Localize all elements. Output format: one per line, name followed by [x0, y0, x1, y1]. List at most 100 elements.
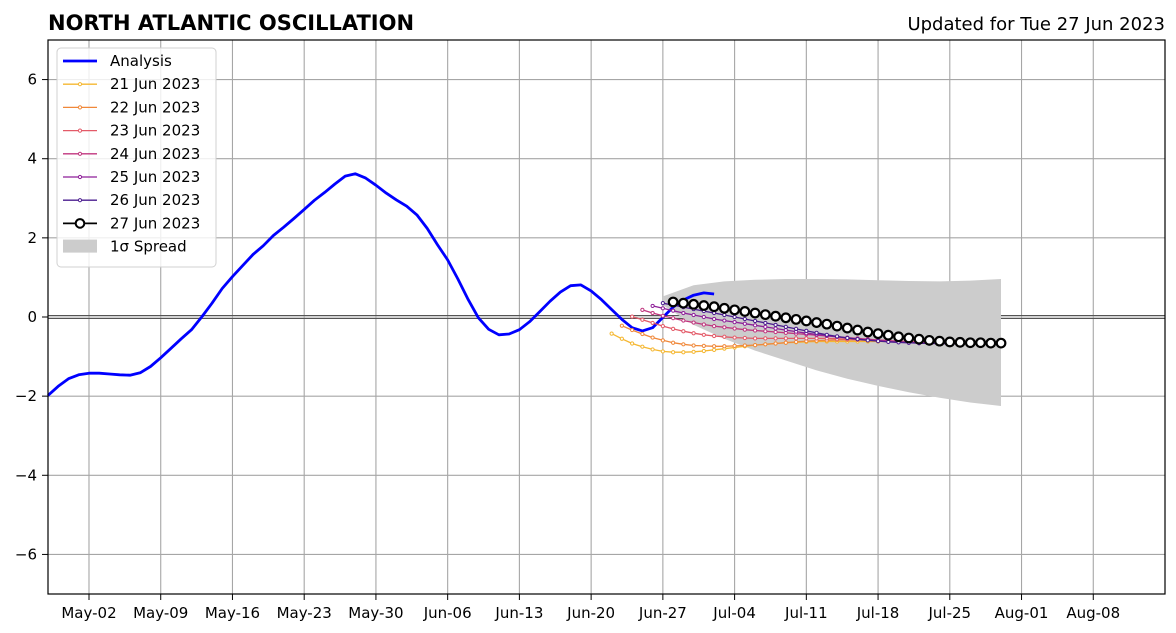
legend-label: 22 Jun 2023: [110, 98, 200, 116]
forecast-point: [640, 307, 645, 312]
forecast-point: [619, 336, 624, 341]
forecast-point: [660, 338, 665, 343]
forecast-point: [742, 335, 747, 341]
forecast-point: [811, 317, 822, 328]
forecast-point: [650, 310, 655, 316]
forecast-point: [722, 312, 727, 318]
legend-marker: [77, 105, 83, 110]
x-tick-label: Jun-20: [566, 604, 615, 622]
y-tick-label: 6: [27, 71, 37, 89]
forecast-point: [671, 340, 676, 345]
forecast-point: [834, 334, 840, 339]
forecast-point: [752, 342, 758, 348]
x-tick-label: Jul-25: [927, 604, 971, 622]
forecast-point: [650, 347, 655, 352]
forecast-point: [681, 342, 686, 347]
forecast-point: [995, 337, 1007, 349]
legend-marker: [77, 198, 83, 203]
forecast-point: [698, 300, 710, 311]
forecast-point: [722, 318, 727, 323]
forecast-point: [773, 326, 778, 331]
forecast-point: [752, 328, 758, 333]
forecast-point: [732, 314, 737, 320]
legend-label: 1σ Spread: [110, 238, 187, 256]
forecast-point: [773, 322, 778, 328]
forecast-point: [821, 318, 833, 330]
forecast-point: [640, 344, 645, 349]
forecast-point: [855, 337, 860, 342]
forecast-point: [759, 309, 771, 321]
forecast-point: [824, 332, 829, 337]
forecast-point: [701, 332, 706, 337]
forecast-point: [681, 318, 686, 323]
forecast-point: [770, 310, 781, 322]
x-tick-label: Jul-04: [712, 604, 756, 622]
legend-label: 27 Jun 2023: [110, 214, 200, 232]
forecast-point: [875, 339, 881, 344]
forecast-point: [739, 306, 751, 317]
forecast-point: [954, 336, 966, 348]
forecast-point: [804, 328, 809, 333]
legend: Analysis 21 Jun 2023 22 Jun 2023 23 Jun 202…: [56, 47, 217, 268]
analysis-line: [47, 172, 715, 397]
forecast-point: [882, 329, 894, 341]
legend-swatch: [63, 239, 97, 253]
x-tick-label: May-23: [277, 604, 332, 622]
forecast-point: [793, 326, 799, 331]
forecast-point: [763, 324, 768, 329]
forecast-point: [923, 334, 935, 346]
forecast-point: [677, 297, 689, 309]
forecast-point: [732, 320, 737, 325]
forecast-point: [722, 344, 727, 349]
forecast-point: [975, 337, 986, 349]
forecast-point: [773, 336, 778, 341]
forecast-point: [619, 323, 624, 328]
legend-marker: [77, 82, 83, 87]
forecast-point: [865, 338, 870, 343]
forecast-point: [790, 313, 802, 325]
forecast-point: [800, 315, 812, 327]
forecast-point: [640, 331, 645, 337]
x-tick-label: Jul-11: [784, 604, 828, 622]
forecast-point: [712, 347, 717, 352]
forecast-point: [783, 340, 788, 345]
forecast-point: [691, 312, 696, 318]
legend-marker: [77, 151, 83, 156]
legend-label: 21 Jun 2023: [110, 75, 200, 93]
forecast-point: [780, 312, 792, 324]
forecast-point: [691, 343, 696, 348]
forecast-point: [667, 296, 679, 308]
forecast-point: [845, 335, 850, 341]
legend-label: 24 Jun 2023: [110, 145, 200, 163]
forecast-point: [630, 314, 635, 319]
legend-label: 23 Jun 2023: [110, 122, 200, 140]
x-tick-label: Jun-13: [494, 604, 543, 622]
forecast-point: [773, 341, 778, 346]
legend-box: [56, 47, 217, 268]
forecast-point: [650, 320, 655, 326]
forecast-point: [732, 343, 737, 348]
x-tick-label: Aug-01: [995, 604, 1049, 622]
forecast-point: [749, 307, 761, 319]
forecast-point: [722, 334, 727, 339]
forecast-point: [701, 348, 706, 354]
x-tick-label: Aug-08: [1066, 604, 1120, 622]
forecast-point: [763, 329, 768, 334]
x-tick-label: Jul-18: [856, 604, 900, 622]
forecast-point: [718, 302, 730, 314]
forecast-point: [964, 337, 976, 349]
forecast-point: [701, 322, 706, 327]
forecast-point: [763, 320, 768, 326]
forecast-point: [985, 337, 997, 349]
forecast-point: [752, 323, 758, 328]
forecast-point: [872, 328, 884, 340]
chart-subtitle: Updated for Tue 27 Jun 2023: [907, 14, 1165, 35]
forecast-point: [660, 306, 665, 311]
forecast-point: [681, 329, 686, 334]
forecast-point: [934, 335, 945, 347]
y-tick-label: −2: [15, 387, 37, 405]
forecast-point: [650, 335, 655, 340]
forecast-point: [793, 339, 799, 345]
forecast-point: [691, 320, 696, 325]
